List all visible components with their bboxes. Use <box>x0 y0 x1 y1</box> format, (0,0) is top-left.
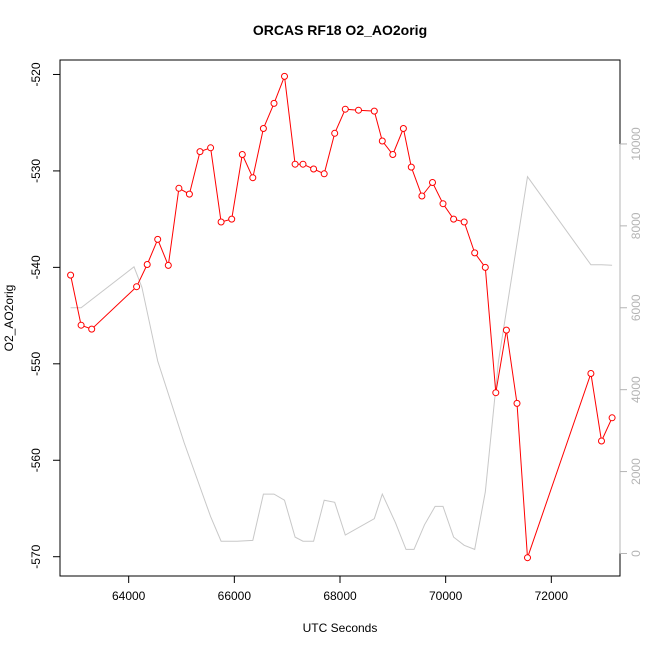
x-tick-label: 70000 <box>429 589 463 603</box>
data-point <box>270 99 278 107</box>
x-axis: 64000 66000 68000 70000 72000 <box>112 575 569 603</box>
data-point <box>450 215 458 223</box>
data-point <box>299 160 307 168</box>
data-point <box>164 261 172 269</box>
data-point <box>492 389 500 397</box>
data-point <box>389 151 397 158</box>
data-point <box>154 235 162 243</box>
secondary-y-axis: 0 2000 4000 6000 8000 10000 <box>619 127 643 557</box>
data-point <box>88 325 96 333</box>
primary-series-line <box>70 76 613 558</box>
data-point <box>77 321 85 329</box>
data-point <box>291 160 299 168</box>
data-point <box>185 190 193 198</box>
secondary-y-tick-label: 2000 <box>629 458 643 485</box>
data-point <box>341 105 349 113</box>
data-point <box>228 215 236 223</box>
secondary-y-tick-label: 6000 <box>629 294 643 321</box>
data-point <box>217 218 225 226</box>
y-axis: -570 -560 -550 -540 -530 -520 <box>29 62 61 569</box>
secondary-y-tick-label: 0 <box>629 550 643 557</box>
secondary-y-tick-label: 4000 <box>629 376 643 403</box>
data-point <box>310 165 318 173</box>
data-point <box>320 170 328 178</box>
plot-frame <box>59 59 621 577</box>
data-point <box>407 163 415 171</box>
data-point <box>207 144 215 152</box>
y-tick-label: -570 <box>29 544 43 568</box>
data-point <box>175 184 183 192</box>
data-point <box>481 263 489 271</box>
data-point <box>587 370 595 377</box>
data-point <box>259 125 267 132</box>
data-point <box>460 218 468 226</box>
data-point <box>502 326 510 334</box>
data-point <box>598 437 605 445</box>
x-axis-label: UTC Seconds <box>303 621 378 635</box>
data-point <box>143 261 151 268</box>
y-tick-label: -520 <box>29 62 43 86</box>
data-point <box>196 148 204 156</box>
data-point <box>249 174 257 182</box>
data-point <box>281 72 288 80</box>
y-axis-label: O2_AO2orig <box>2 285 16 352</box>
data-point <box>513 399 521 407</box>
data-point <box>331 129 339 137</box>
data-point <box>608 414 616 422</box>
secondary-y-tick-label: 10000 <box>629 127 643 161</box>
chart-title: ORCAS RF18 O2_AO2orig <box>253 22 427 38</box>
x-tick-label: 66000 <box>218 589 252 603</box>
y-tick-label: -550 <box>29 351 43 375</box>
data-point <box>238 151 246 158</box>
data-point <box>370 107 378 115</box>
x-tick-label: 68000 <box>323 589 357 603</box>
y-tick-label: -540 <box>29 255 43 279</box>
x-tick-label: 64000 <box>112 589 146 603</box>
data-point <box>399 125 407 132</box>
y-tick-label: -530 <box>29 159 43 183</box>
data-point <box>418 192 426 200</box>
data-point <box>133 283 141 291</box>
data-point <box>429 179 436 186</box>
secondary-series-line <box>70 175 613 551</box>
x-tick-label: 72000 <box>535 589 569 603</box>
secondary-y-tick-label: 8000 <box>629 212 643 239</box>
series-layer <box>67 72 616 562</box>
data-point <box>524 554 531 562</box>
data-point <box>471 249 479 257</box>
data-point <box>378 137 386 145</box>
data-point <box>439 200 447 208</box>
data-point <box>67 271 75 279</box>
data-point <box>355 106 362 114</box>
y-tick-label: -560 <box>29 448 43 472</box>
